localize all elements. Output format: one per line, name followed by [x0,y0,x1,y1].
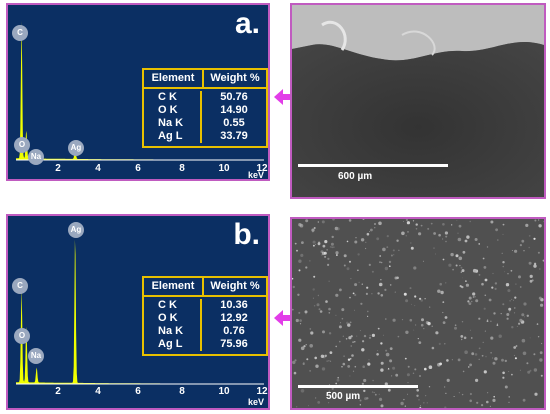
eds-spectrum-b: b. Element Weight % C K O K Na K Ag L 10… [6,214,270,410]
x-tick-label: 4 [95,163,101,174]
table-cell-weight: 0.55 [223,117,245,129]
table-cell-weight: 10.36 [220,299,248,311]
x-axis-unit: keV [247,170,264,180]
panel-label-a: a. [234,7,260,40]
sem-image-b: 500 µm [290,217,546,410]
x-tick-label: 10 [218,163,230,174]
x-tick-label: 8 [179,163,185,174]
x-tick-label: 12 [256,386,268,397]
sem-image-a: 600 µm [290,3,546,199]
panel-label-b: b. [233,218,260,251]
table-cell-element: Ag L [158,338,183,350]
table-cell-weight: 50.76 [220,91,248,103]
table-cell-element: Na K [158,325,184,337]
peak-label-c: C [12,278,28,294]
x-tick-label: 8 [179,386,185,397]
table-cell-element: Na K [158,117,184,129]
table-cell-element: O K [158,312,178,324]
weight-table-a: Element Weight % C K O K Na K Ag L 50.76… [142,68,268,148]
sem-micrograph-a [292,5,544,197]
x-tick-label: 2 [55,163,61,174]
table-header-weight: Weight % [210,72,260,84]
x-axis-unit: keV [247,397,264,407]
table-header-element: Element [144,278,204,295]
x-tick-label: 6 [135,163,141,174]
table-header-element: Element [144,70,204,87]
scale-bar-a [298,164,448,167]
table-cell-weight: 33.79 [220,130,248,142]
peak-label-na: Na [28,348,44,364]
scale-bar-b [298,385,418,388]
x-tick-label: 12 [256,163,268,174]
peak-label-ag: Ag [68,140,84,156]
table-cell-weight: 14.90 [220,104,248,116]
spectrum-plot-b [16,239,264,385]
x-tick-label: 10 [218,386,230,397]
table-cell-weight: 0.76 [223,325,245,337]
weight-table-b: Element Weight % C K O K Na K Ag L 10.36… [142,276,268,356]
spectrum-plot-a [16,20,264,161]
x-tick-label: 2 [55,386,61,397]
scale-label-a: 600 µm [338,171,373,182]
eds-spectrum-a: a. Element Weight % C K O K Na K Ag L 50… [6,3,270,181]
x-tick-label: 4 [95,386,101,397]
x-tick-label: 6 [135,386,141,397]
table-cell-element: C K [158,299,177,311]
table-cell-element: Ag L [158,130,183,142]
peak-label-o: O [14,137,30,153]
peak-label-c: C [12,25,28,41]
scale-label-b: 500 µm [326,391,361,402]
peak-label-ag: Ag [68,222,84,238]
peak-label-na: Na [28,149,44,165]
table-cell-weight: 12.92 [220,312,248,324]
table-cell-element: O K [158,104,178,116]
table-cell-weight: 75.96 [220,338,248,350]
arrow-left-icon [274,89,294,105]
table-header-weight: Weight % [210,280,260,292]
table-cell-element: C K [158,91,177,103]
arrow-left-icon [274,310,294,326]
sem-micrograph-b [292,219,544,408]
peak-label-o: O [14,328,30,344]
